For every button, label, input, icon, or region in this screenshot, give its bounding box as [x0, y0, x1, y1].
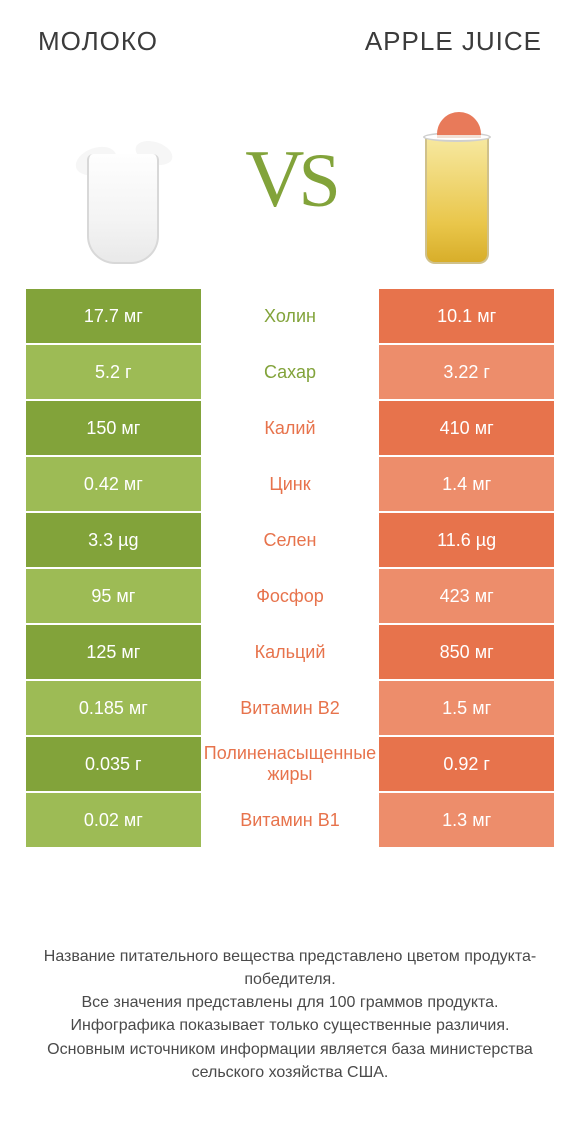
left-value: 0.185 мг: [25, 680, 202, 736]
left-value: 17.7 мг: [25, 288, 202, 344]
left-value: 125 мг: [25, 624, 202, 680]
nutrient-table-body: 17.7 мгХолин10.1 мг5.2 гСахар3.22 г150 м…: [25, 288, 555, 848]
left-product-image: [38, 94, 208, 264]
nutrient-label: Фосфор: [202, 568, 379, 624]
nutrient-label: Витамин B2: [202, 680, 379, 736]
right-value: 10.1 мг: [378, 288, 555, 344]
table-row: 150 мгКалий410 мг: [25, 400, 555, 456]
left-product-title: МОЛОКО: [38, 26, 158, 57]
nutrient-label: Холин: [202, 288, 379, 344]
nutrient-label: Цинк: [202, 456, 379, 512]
milk-glass-icon: [73, 124, 173, 264]
table-row: 5.2 гСахар3.22 г: [25, 344, 555, 400]
nutrient-label: Кальций: [202, 624, 379, 680]
table-row: 0.42 мгЦинк1.4 мг: [25, 456, 555, 512]
left-value: 0.035 г: [25, 736, 202, 792]
right-product-title: APPLE JUICE: [365, 26, 542, 57]
table-row: 95 мгФосфор423 мг: [25, 568, 555, 624]
nutrient-label: Селен: [202, 512, 379, 568]
left-value: 150 мг: [25, 400, 202, 456]
left-value: 95 мг: [25, 568, 202, 624]
nutrient-label: Полиненасыщенные жиры: [202, 736, 379, 792]
images-row: VS: [0, 67, 580, 277]
right-value: 410 мг: [378, 400, 555, 456]
table-row: 17.7 мгХолин10.1 мг: [25, 288, 555, 344]
right-value: 0.92 г: [378, 736, 555, 792]
table-row: 0.185 мгВитамин B21.5 мг: [25, 680, 555, 736]
table-row: 0.035 гПолиненасыщенные жиры0.92 г: [25, 736, 555, 792]
right-value: 3.22 г: [378, 344, 555, 400]
table-row: 125 мгКальций850 мг: [25, 624, 555, 680]
nutrient-table: 17.7 мгХолин10.1 мг5.2 гСахар3.22 г150 м…: [24, 287, 556, 849]
right-product-image: [372, 94, 542, 264]
left-value: 5.2 г: [25, 344, 202, 400]
footer-line: Все значения представлены для 100 граммо…: [30, 991, 550, 1014]
left-value: 0.02 мг: [25, 792, 202, 848]
juice-glass-icon: [415, 114, 499, 264]
right-value: 423 мг: [378, 568, 555, 624]
nutrient-label: Витамин B1: [202, 792, 379, 848]
footer-line: Основным источником информации является …: [30, 1038, 550, 1084]
vs-label: VS: [245, 132, 335, 226]
right-value: 1.3 мг: [378, 792, 555, 848]
nutrient-label: Калий: [202, 400, 379, 456]
footer-line: Инфографика показывает только существенн…: [30, 1014, 550, 1037]
right-value: 1.5 мг: [378, 680, 555, 736]
left-value: 3.3 µg: [25, 512, 202, 568]
table-row: 0.02 мгВитамин B11.3 мг: [25, 792, 555, 848]
right-value: 850 мг: [378, 624, 555, 680]
footer-line: Название питательного вещества представл…: [30, 945, 550, 991]
right-value: 11.6 µg: [378, 512, 555, 568]
right-value: 1.4 мг: [378, 456, 555, 512]
left-value: 0.42 мг: [25, 456, 202, 512]
title-row: МОЛОКО APPLE JUICE: [0, 0, 580, 67]
footer-notes: Название питательного вещества представл…: [0, 905, 580, 1144]
table-row: 3.3 µgСелен11.6 µg: [25, 512, 555, 568]
nutrient-label: Сахар: [202, 344, 379, 400]
comparison-infographic: МОЛОКО APPLE JUICE VS 17.7 мгХолин10.1 м…: [0, 0, 580, 1144]
